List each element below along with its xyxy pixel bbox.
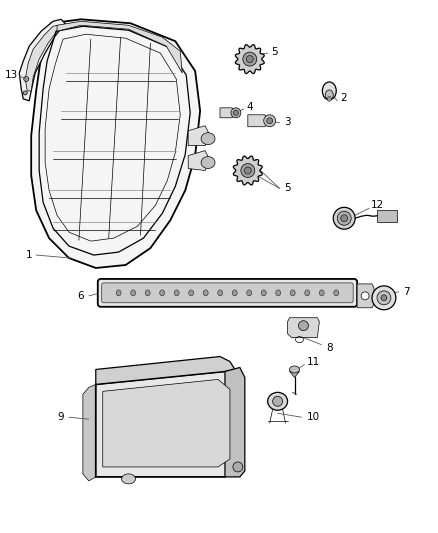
Text: 13: 13 <box>5 70 18 80</box>
Text: 6: 6 <box>78 291 84 301</box>
Text: 5: 5 <box>271 47 278 57</box>
Ellipse shape <box>305 290 310 296</box>
Ellipse shape <box>201 157 215 168</box>
Ellipse shape <box>361 292 369 300</box>
Polygon shape <box>25 25 58 91</box>
Polygon shape <box>233 156 262 185</box>
Ellipse shape <box>232 290 237 296</box>
Polygon shape <box>357 284 374 308</box>
Ellipse shape <box>381 295 387 301</box>
Polygon shape <box>57 21 182 73</box>
Text: 7: 7 <box>403 287 410 297</box>
Ellipse shape <box>231 108 241 118</box>
Ellipse shape <box>264 115 276 127</box>
Polygon shape <box>83 384 96 481</box>
Ellipse shape <box>377 291 391 305</box>
Ellipse shape <box>241 164 255 177</box>
Ellipse shape <box>261 290 266 296</box>
Ellipse shape <box>131 290 136 296</box>
Ellipse shape <box>276 290 281 296</box>
Ellipse shape <box>341 215 348 222</box>
Polygon shape <box>96 372 240 477</box>
Polygon shape <box>31 19 200 268</box>
FancyBboxPatch shape <box>98 279 357 307</box>
Ellipse shape <box>145 290 150 296</box>
Ellipse shape <box>189 290 194 296</box>
Ellipse shape <box>333 207 355 229</box>
Ellipse shape <box>290 290 295 296</box>
Polygon shape <box>188 126 210 146</box>
FancyBboxPatch shape <box>102 283 353 303</box>
Ellipse shape <box>233 462 243 472</box>
Ellipse shape <box>273 397 283 406</box>
Ellipse shape <box>243 52 257 66</box>
Polygon shape <box>288 318 319 337</box>
Ellipse shape <box>267 118 273 124</box>
Bar <box>377 211 397 222</box>
Text: 2: 2 <box>340 93 346 103</box>
Ellipse shape <box>298 321 308 330</box>
Text: 1: 1 <box>26 250 32 260</box>
Ellipse shape <box>246 55 253 62</box>
Text: 8: 8 <box>326 343 332 352</box>
Ellipse shape <box>160 290 165 296</box>
Polygon shape <box>188 151 210 171</box>
Ellipse shape <box>218 290 223 296</box>
Ellipse shape <box>244 167 251 174</box>
Ellipse shape <box>268 392 288 410</box>
Text: 9: 9 <box>58 412 64 422</box>
Text: 11: 11 <box>307 357 320 367</box>
Text: 10: 10 <box>307 412 320 422</box>
Text: 5: 5 <box>284 183 291 193</box>
Ellipse shape <box>174 290 179 296</box>
Polygon shape <box>220 108 234 118</box>
Polygon shape <box>103 379 230 467</box>
Polygon shape <box>96 357 235 384</box>
Ellipse shape <box>23 91 27 95</box>
Polygon shape <box>19 19 65 101</box>
Ellipse shape <box>325 90 333 100</box>
Ellipse shape <box>322 82 336 100</box>
Text: 12: 12 <box>371 200 384 211</box>
Ellipse shape <box>247 290 252 296</box>
Ellipse shape <box>233 110 238 115</box>
Polygon shape <box>225 367 245 477</box>
Ellipse shape <box>290 366 300 373</box>
Polygon shape <box>248 115 268 127</box>
Polygon shape <box>290 372 300 377</box>
Ellipse shape <box>24 77 29 82</box>
Ellipse shape <box>201 133 215 144</box>
Ellipse shape <box>122 474 135 484</box>
Ellipse shape <box>319 290 324 296</box>
Ellipse shape <box>327 96 331 101</box>
Ellipse shape <box>334 290 339 296</box>
Text: 3: 3 <box>284 117 291 127</box>
Ellipse shape <box>372 286 396 310</box>
Ellipse shape <box>116 290 121 296</box>
Ellipse shape <box>337 211 351 225</box>
Ellipse shape <box>203 290 208 296</box>
Polygon shape <box>235 45 264 74</box>
Text: 4: 4 <box>247 102 253 112</box>
